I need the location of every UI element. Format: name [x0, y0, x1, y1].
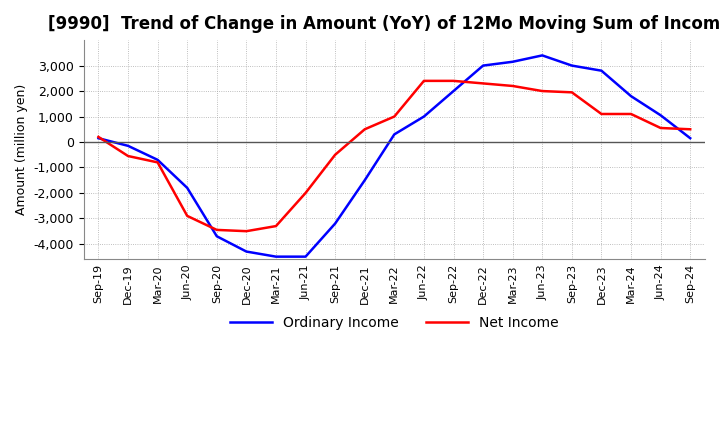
Net Income: [508, 83, 517, 88]
Title: [9990]  Trend of Change in Amount (YoY) of 12Mo Moving Sum of Incomes: [9990] Trend of Change in Amount (YoY) o…: [48, 15, 720, 33]
Ordinary Income: [657, 113, 665, 118]
Net Income: [94, 134, 103, 139]
Ordinary Income: [330, 221, 339, 226]
Net Income: [626, 111, 635, 117]
Net Income: [242, 228, 251, 234]
Net Income: [330, 152, 339, 158]
Ordinary Income: [301, 254, 310, 259]
Net Income: [686, 127, 695, 132]
Legend: Ordinary Income, Net Income: Ordinary Income, Net Income: [225, 310, 564, 336]
Ordinary Income: [361, 178, 369, 183]
Net Income: [597, 111, 606, 117]
Ordinary Income: [538, 53, 546, 58]
Net Income: [449, 78, 458, 84]
Net Income: [361, 127, 369, 132]
Line: Net Income: Net Income: [99, 81, 690, 231]
Ordinary Income: [420, 114, 428, 119]
Ordinary Income: [686, 136, 695, 141]
Net Income: [124, 154, 132, 159]
Net Income: [420, 78, 428, 84]
Net Income: [183, 213, 192, 219]
Ordinary Income: [479, 63, 487, 68]
Ordinary Income: [212, 234, 221, 239]
Ordinary Income: [597, 68, 606, 73]
Net Income: [390, 114, 399, 119]
Net Income: [657, 125, 665, 131]
Y-axis label: Amount (million yen): Amount (million yen): [15, 84, 28, 215]
Net Income: [479, 81, 487, 86]
Ordinary Income: [153, 157, 162, 162]
Ordinary Income: [449, 88, 458, 94]
Net Income: [567, 90, 576, 95]
Line: Ordinary Income: Ordinary Income: [99, 55, 690, 257]
Net Income: [271, 224, 280, 229]
Net Income: [538, 88, 546, 94]
Ordinary Income: [626, 94, 635, 99]
Net Income: [212, 227, 221, 233]
Ordinary Income: [183, 185, 192, 191]
Ordinary Income: [271, 254, 280, 259]
Ordinary Income: [94, 136, 103, 141]
Net Income: [153, 160, 162, 165]
Ordinary Income: [567, 63, 576, 68]
Net Income: [301, 191, 310, 196]
Ordinary Income: [508, 59, 517, 64]
Ordinary Income: [242, 249, 251, 254]
Ordinary Income: [124, 143, 132, 148]
Ordinary Income: [390, 132, 399, 137]
